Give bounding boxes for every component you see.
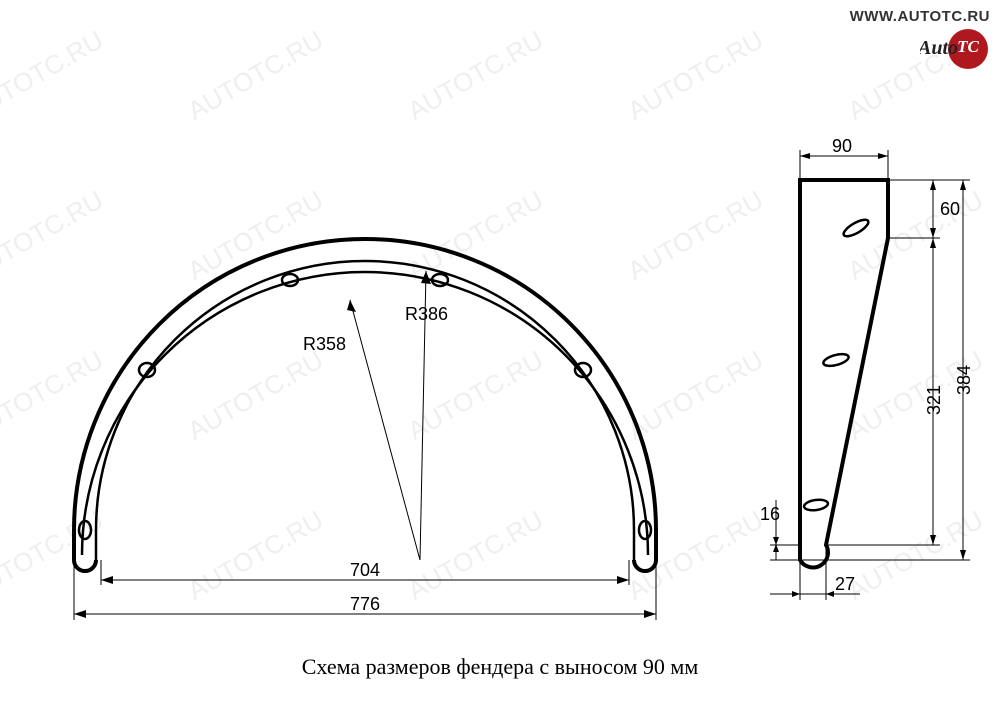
label-384: 384 [954,365,974,395]
technical-drawing: R358 R386 704 776 90 [0,0,1000,712]
label-60: 60 [940,199,960,219]
side-view: 90 60 321 384 16 27 [760,136,974,600]
label-27: 27 [835,574,855,594]
label-r386: R386 [405,304,448,324]
caption: Схема размеров фендера с выносом 90 мм [0,654,1000,680]
label-16: 16 [760,504,780,524]
label-r358: R358 [303,334,346,354]
arch-outer-outline [74,239,656,560]
label-321: 321 [924,385,944,415]
leader-inner-radius [350,300,420,560]
mounting-holes [79,265,651,539]
front-view: R358 R386 704 776 [74,239,656,620]
arch-end-right [634,560,656,571]
label-704: 704 [350,560,380,580]
label-90: 90 [832,136,852,156]
label-776: 776 [350,594,380,614]
arch-end-left [74,560,96,571]
